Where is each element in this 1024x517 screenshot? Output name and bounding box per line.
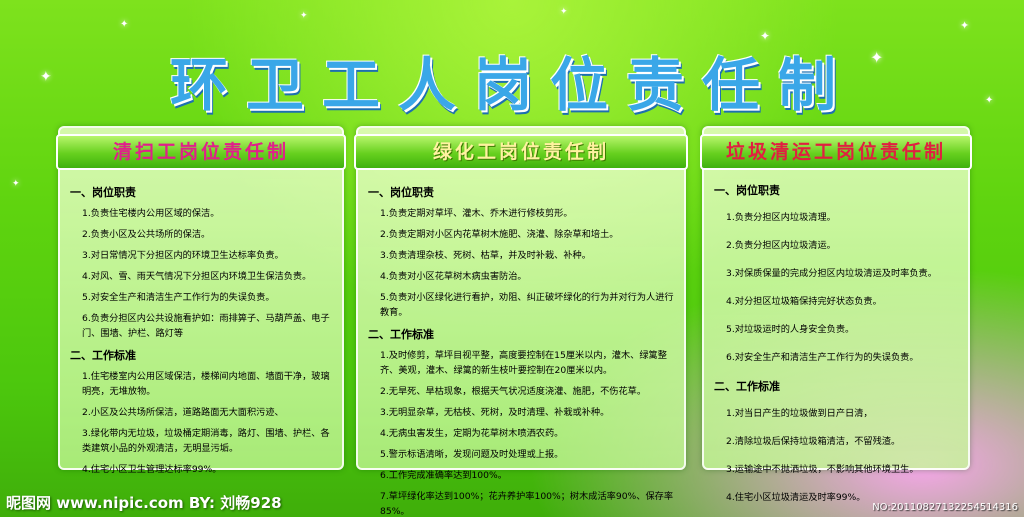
sparkle-icon: ✦ bbox=[870, 48, 884, 67]
list-item: 4.住宅小区卫生管理达标率99%。 bbox=[82, 464, 222, 475]
list-item: 2.无旱死、旱枯现象，根据天气状况适度浇灌、施肥，不伤花草。 bbox=[380, 386, 647, 397]
list-item: 4.对风、雪、雨天气情况下分担区内环境卫生保洁负责。 bbox=[82, 271, 312, 282]
list-item: 3.绿化带内无垃圾，垃圾桶定期消毒，路灯、围墙、护栏、各类建筑小品的外观清洁，无… bbox=[82, 428, 330, 454]
panel-heading: 清扫工岗位责任制 bbox=[56, 134, 346, 170]
section-title: 一、岗位职责 bbox=[70, 186, 136, 199]
list-item: 3.对保质保量的完成分担区内垃圾清运及时率负责。 bbox=[726, 268, 937, 279]
panel-body: 一、岗位职责 1.负责分担区内垃圾清理。 2.负责分担区内垃圾清运。 3.对保质… bbox=[714, 180, 960, 503]
watermark-left: 昵图网 www.nipic.com BY: 刘畅928 bbox=[6, 494, 282, 512]
panel-body: 一、岗位职责 1.负责住宅楼内公用区域的保洁。 2.负责小区及公共场所的保洁。 … bbox=[70, 180, 334, 475]
sparkle-icon: ✦ bbox=[960, 19, 970, 32]
list-item: 6.对安全生产和清洁生产工作行为的失误负责。 bbox=[726, 352, 919, 363]
list-item: 2.负责定期对小区内花草树木施肥、浇灌、除杂草和培土。 bbox=[380, 229, 619, 240]
list-item: 4.负责对小区花草树木病虫害防治。 bbox=[380, 271, 527, 282]
section-title: 二、工作标准 bbox=[70, 349, 136, 362]
panel-cleaner: 清扫工岗位责任制 一、岗位职责 1.负责住宅楼内公用区域的保洁。 2.负责小区及… bbox=[56, 126, 346, 475]
list-item: 5.负责对小区绿化进行看护，劝阻、纠正破坏绿化的行为并对行为人进行教育。 bbox=[380, 292, 674, 318]
list-item: 7.草坪绿化率达到100%；花卉养护率100%；树木成活率90%、保存率85%。 bbox=[380, 491, 674, 517]
sparkle-icon: ✦ bbox=[120, 19, 129, 30]
sparkle-icon: ✦ bbox=[760, 29, 771, 43]
list-item: 5.对安全生产和清洁生产工作行为的失误负责。 bbox=[82, 292, 275, 303]
sparkle-icon: ✦ bbox=[12, 179, 20, 189]
list-item: 2.小区及公共场所保洁，道路路面无大面积污迹、 bbox=[82, 407, 284, 418]
watermark-id: NO:20110827132254514316 bbox=[872, 502, 1018, 513]
panel-greening: 绿化工岗位责任制 一、岗位职责 1.负责定期对草坪、灌木、乔木进行修枝剪形。 2… bbox=[354, 126, 688, 517]
list-item: 1.负责定期对草坪、灌木、乔木进行修枝剪形。 bbox=[380, 208, 573, 219]
list-item: 3.无明显杂草，无枯枝、死树，及时清理、补栽或补种。 bbox=[380, 407, 610, 418]
section-title: 一、岗位职责 bbox=[714, 184, 780, 197]
sparkle-icon: ✦ bbox=[560, 7, 568, 17]
panel-heading: 垃圾清运工岗位责任制 bbox=[700, 134, 972, 170]
list-item: 6.工作完成准确率达到100%。 bbox=[380, 470, 507, 481]
list-item: 5.警示标语清晰，发现问题及时处理或上报。 bbox=[380, 449, 564, 460]
list-item: 5.对垃圾运时的人身安全负责。 bbox=[726, 324, 855, 335]
panel-garbage-transport: 垃圾清运工岗位责任制 一、岗位职责 1.负责分担区内垃圾清理。 2.负责分担区内… bbox=[700, 126, 972, 503]
sparkle-icon: ✦ bbox=[300, 11, 308, 21]
sparkle-icon: ✦ bbox=[40, 69, 52, 85]
section-title: 二、工作标准 bbox=[368, 328, 434, 341]
list-item: 2.负责小区及公共场所的保洁。 bbox=[82, 229, 211, 240]
list-item: 3.负责清理杂枝、死树、枯草，并及时补栽、补种。 bbox=[380, 250, 591, 261]
sparkle-icon: ✦ bbox=[985, 95, 994, 106]
list-item: 6.负责分担区内公共设施看护如：雨排箅子、马葫芦盖、电子门、围墙、护栏、路灯等 bbox=[82, 313, 330, 339]
list-item: 4.住宅小区垃圾清运及时率99%。 bbox=[726, 492, 866, 503]
panel-heading: 绿化工岗位责任制 bbox=[354, 134, 688, 170]
list-item: 3.对日常情况下分担区内的环境卫生达标率负责。 bbox=[82, 250, 284, 261]
section-title: 二、工作标准 bbox=[714, 380, 780, 393]
list-item: 1.负责分担区内垃圾清理。 bbox=[726, 212, 836, 223]
list-item: 3.运输途中不抛洒垃圾，不影响其他环境卫生。 bbox=[726, 464, 919, 475]
list-item: 1.负责住宅楼内公用区域的保洁。 bbox=[82, 208, 220, 219]
list-item: 1.及时修剪，草坪目视平整，高度要控制在15厘米以内，灌木、绿篱整齐、美观，灌木… bbox=[380, 350, 667, 376]
list-item: 4.无病虫害发生，定期为花草树木喷洒农药。 bbox=[380, 428, 564, 439]
list-item: 1.对当日产生的垃圾做到日产日清， bbox=[726, 408, 873, 419]
page-title: 环卫工人岗位责任制 bbox=[169, 51, 854, 119]
list-item: 2.负责分担区内垃圾清运。 bbox=[726, 240, 836, 251]
list-item: 1.住宅楼室内公用区域保洁，楼梯间内地面、墙面干净，玻璃明亮，无堆放物。 bbox=[82, 371, 330, 397]
section-title: 一、岗位职责 bbox=[368, 186, 434, 199]
panel-body: 一、岗位职责 1.负责定期对草坪、灌木、乔木进行修枝剪形。 2.负责定期对小区内… bbox=[368, 180, 676, 517]
list-item: 4.对分担区垃圾箱保持完好状态负责。 bbox=[726, 296, 882, 307]
list-item: 2.清除垃圾后保持垃圾箱清洁，不留残渣。 bbox=[726, 436, 901, 447]
